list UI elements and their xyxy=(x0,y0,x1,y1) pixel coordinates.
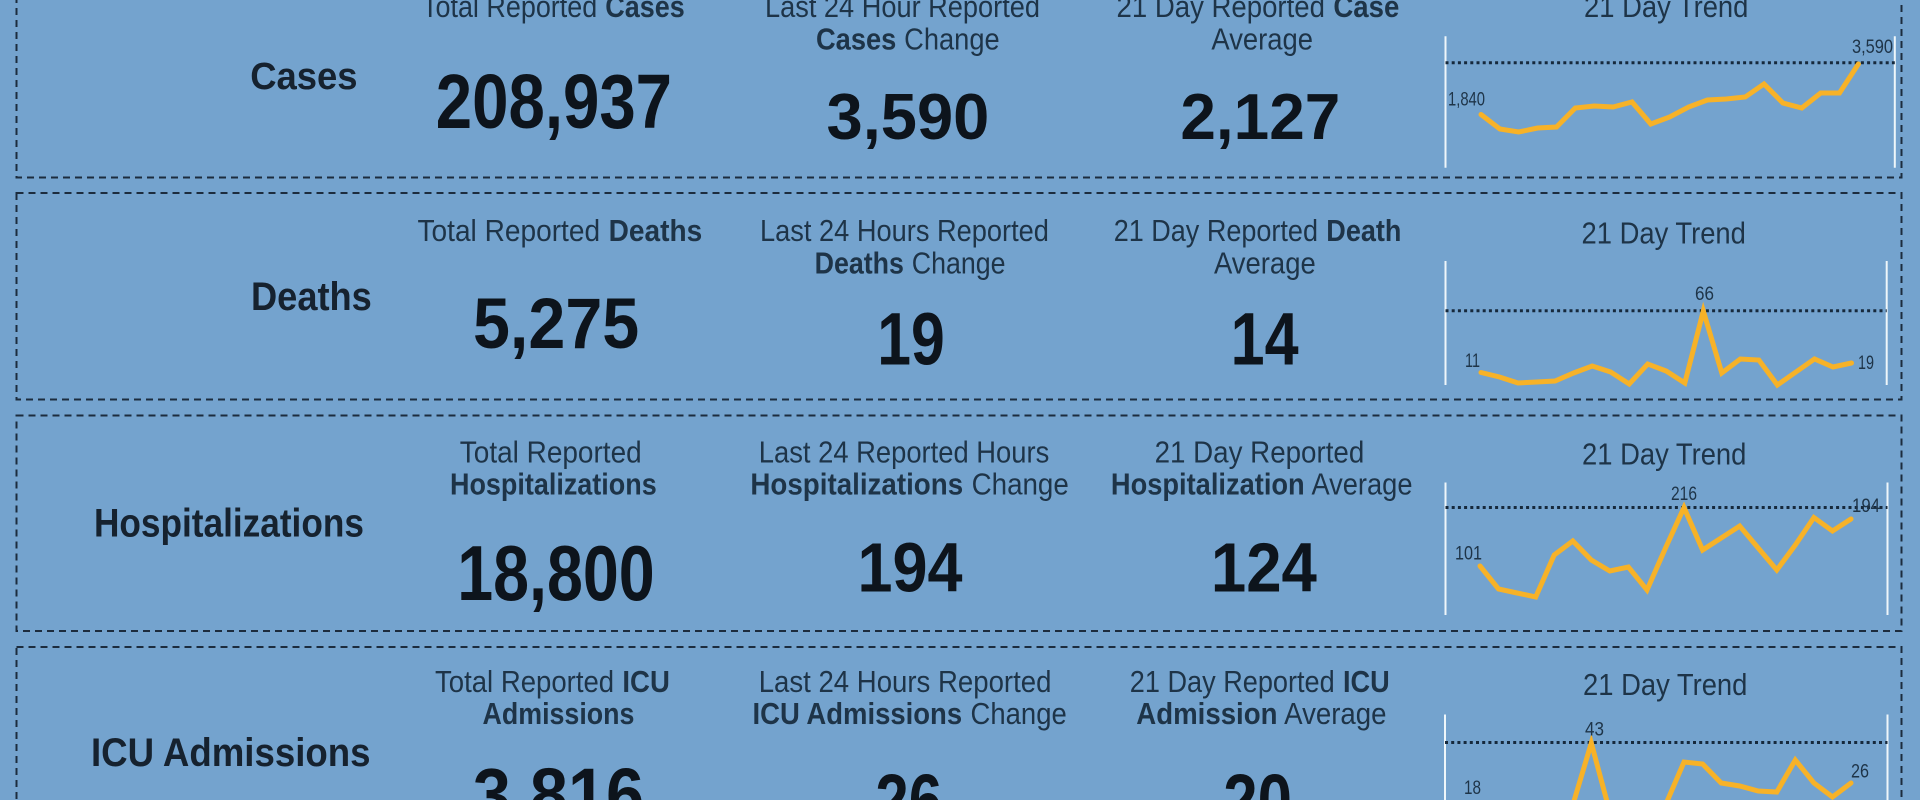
svg-text:Deaths: Deaths xyxy=(251,276,372,320)
svg-text:21 Day Trend: 21 Day Trend xyxy=(1584,0,1748,24)
svg-text:Change: Change xyxy=(963,698,1067,732)
svg-text:20: 20 xyxy=(1223,760,1292,800)
svg-text:66: 66 xyxy=(1695,283,1714,304)
svg-text:Last 24 Hours Reported: Last 24 Hours Reported xyxy=(760,215,1049,249)
svg-text:208,937: 208,937 xyxy=(436,60,672,145)
svg-text:14: 14 xyxy=(1231,298,1299,381)
svg-text:Change: Change xyxy=(904,247,1005,281)
svg-text:ICU Admissions: ICU Admissions xyxy=(91,731,371,776)
svg-text:194: 194 xyxy=(858,529,963,607)
svg-text:1,840: 1,840 xyxy=(1448,89,1485,110)
svg-text:Total Reported: Total Reported xyxy=(418,215,608,248)
svg-text:Average: Average xyxy=(1211,23,1313,57)
svg-text:Hospitalization: Hospitalization xyxy=(1111,468,1305,502)
svg-text:43: 43 xyxy=(1585,719,1604,740)
svg-text:3,816: 3,816 xyxy=(473,755,644,800)
svg-text:19: 19 xyxy=(1858,352,1874,373)
svg-text:216: 216 xyxy=(1671,483,1697,505)
svg-text:Total Reported: Total Reported xyxy=(422,0,605,24)
svg-text:Cases: Cases xyxy=(816,23,896,57)
svg-text:Admissions: Admissions xyxy=(483,697,635,731)
svg-text:ICU: ICU xyxy=(1343,666,1390,700)
svg-text:21 Day Trend: 21 Day Trend xyxy=(1582,217,1746,251)
svg-text:Change: Change xyxy=(897,23,1000,57)
svg-text:Average: Average xyxy=(1278,698,1387,731)
svg-text:21 Day Trend: 21 Day Trend xyxy=(1582,438,1746,472)
svg-text:Total Reported: Total Reported xyxy=(435,666,622,700)
svg-text:26: 26 xyxy=(1851,760,1869,782)
svg-text:5,275: 5,275 xyxy=(473,283,639,364)
svg-text:Change: Change xyxy=(964,468,1069,501)
svg-text:21 Day Reported: 21 Day Reported xyxy=(1130,666,1342,700)
svg-text:26: 26 xyxy=(875,760,942,800)
svg-text:101: 101 xyxy=(1455,542,1482,564)
svg-text:Death: Death xyxy=(1326,215,1401,249)
svg-text:18,800: 18,800 xyxy=(457,530,654,617)
svg-text:Deaths: Deaths xyxy=(609,215,703,248)
svg-text:Last 24 Hour Reported: Last 24 Hour Reported xyxy=(765,0,1040,24)
svg-text:ICU Admissions: ICU Admissions xyxy=(753,698,963,732)
svg-text:Last 24 Hours Reported: Last 24 Hours Reported xyxy=(759,666,1052,700)
svg-text:21 Day Reported: 21 Day Reported xyxy=(1114,215,1326,249)
svg-text:21 Day Reported: 21 Day Reported xyxy=(1117,0,1333,24)
svg-text:Deaths: Deaths xyxy=(815,247,904,281)
svg-text:194: 194 xyxy=(1852,495,1880,516)
svg-text:Hospitalizations: Hospitalizations xyxy=(94,501,364,546)
svg-text:Case: Case xyxy=(1333,0,1399,24)
svg-text:11: 11 xyxy=(1465,350,1480,371)
svg-text:Last 24 Reported Hours: Last 24 Reported Hours xyxy=(759,436,1049,470)
svg-text:3,590: 3,590 xyxy=(1852,36,1893,57)
svg-text:Admission: Admission xyxy=(1136,698,1277,731)
svg-text:Average: Average xyxy=(1214,247,1316,281)
svg-text:Total Reported: Total Reported xyxy=(460,436,642,469)
svg-text:18: 18 xyxy=(1464,776,1481,798)
svg-text:124: 124 xyxy=(1211,528,1317,607)
svg-text:Hospitalizations: Hospitalizations xyxy=(450,468,657,502)
svg-text:2,127: 2,127 xyxy=(1180,80,1340,153)
svg-text:19: 19 xyxy=(877,299,945,381)
svg-text:ICU: ICU xyxy=(622,666,669,700)
svg-text:Average: Average xyxy=(1305,468,1412,502)
svg-text:Cases: Cases xyxy=(605,0,684,24)
svg-text:21 Day Reported: 21 Day Reported xyxy=(1155,436,1365,469)
svg-text:21 Day Trend: 21 Day Trend xyxy=(1583,669,1747,703)
svg-text:Cases: Cases xyxy=(250,54,357,97)
svg-text:Hospitalizations: Hospitalizations xyxy=(750,468,963,501)
svg-text:3,590: 3,590 xyxy=(827,80,990,153)
